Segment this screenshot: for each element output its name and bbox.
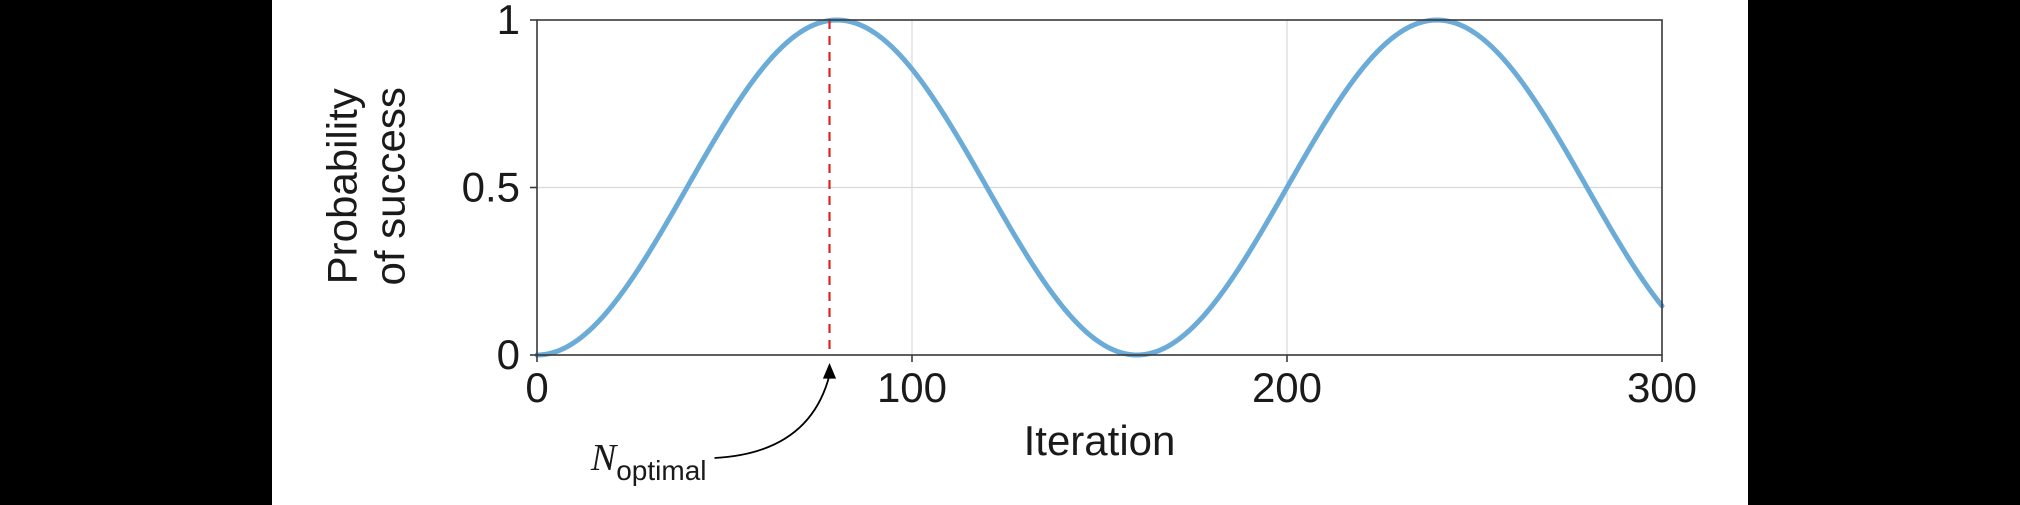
n-optimal-arrowhead [823,363,836,379]
y-tick-label: 0.5 [462,164,520,211]
right-black-bar [1748,0,2020,505]
y-tick-label: 0 [497,331,520,378]
y-axis-label-line2: of success [367,87,414,285]
left-black-bar [0,0,272,505]
chart-panel: 0 100 200 300 0 0.5 1 Iteration Noptimal Probabi… [272,0,1748,505]
x-tick-label: 300 [1627,364,1697,411]
n-optimal-label: Noptimal [590,437,707,486]
x-axis-label: Iteration [1024,417,1176,464]
x-tick-label: 200 [1252,364,1322,411]
x-tick-label: 0 [525,364,548,411]
x-tick-label: 100 [877,364,947,411]
n-optimal-arrow [715,375,830,458]
chart-svg: 0 100 200 300 0 0.5 1 Iteration Noptimal [272,0,1748,505]
y-tick-label: 1 [497,0,520,43]
y-axis-label-line1: Probability [319,88,366,284]
y-axis-label: Probability of success [319,66,416,306]
